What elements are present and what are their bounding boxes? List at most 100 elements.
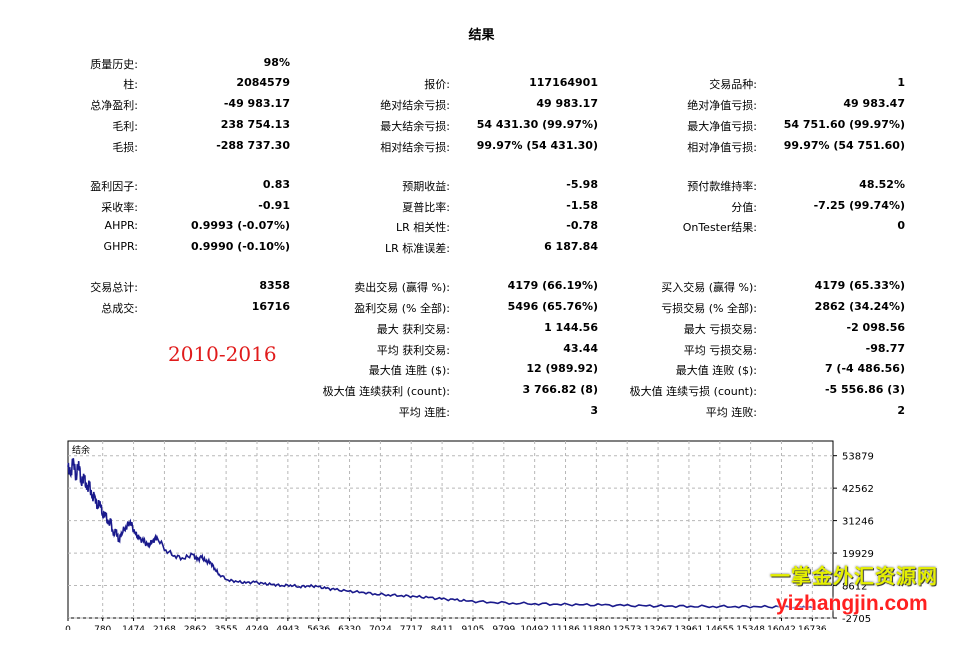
stat-value: 49 983.17 <box>536 97 598 110</box>
stat-value: 0.9993 (-0.07%) <box>190 219 290 232</box>
y-tick-label: 42562 <box>842 484 874 495</box>
stat-value: 0.9990 (-0.10%) <box>190 240 290 253</box>
stat-label: 平均 连败: <box>705 406 757 419</box>
x-tick-label: 780 <box>94 625 111 630</box>
stat-value: 12 (989.92) <box>526 362 598 375</box>
stat-label: 绝对结余亏损: <box>380 99 450 112</box>
stat-value: -1.58 <box>566 199 598 212</box>
stat-label: 平均 连胜: <box>398 406 450 419</box>
x-tick-label: 0 <box>65 625 71 630</box>
balance-chart: 53879 42562 31246 19929 8612 -2705 0 780 1474 216… <box>65 440 874 630</box>
x-tick-label: 11880 <box>582 625 611 630</box>
stat-label: AHPR: <box>104 219 138 232</box>
stat-value: 238 754.13 <box>220 118 290 131</box>
stat-label: GHPR: <box>103 240 138 253</box>
stat-value: 2862 (34.24%) <box>814 300 905 313</box>
stat-value: 7 (-4 486.56) <box>824 362 905 375</box>
watermark-url: yizhangjin.com <box>776 592 928 615</box>
stat-label: 分值: <box>731 201 757 214</box>
stat-value: 99.97% (54 431.30) <box>476 139 598 152</box>
stat-label: 平均 亏损交易: <box>683 344 757 357</box>
stat-label: 卖出交易 (赢得 %): <box>354 281 450 294</box>
x-tick-label: 9105 <box>462 625 485 630</box>
x-tick-label: 14655 <box>705 625 734 630</box>
stat-label: 买入交易 (赢得 %): <box>661 281 757 294</box>
stat-value: 54 751.60 (99.97%) <box>783 118 905 131</box>
stat-value: 4179 (65.33%) <box>814 279 905 292</box>
stat-value: 1 144.56 <box>544 321 598 334</box>
stat-label: 极大值 连续获利 (count): <box>322 385 450 398</box>
stat-label: 报价: <box>424 78 450 91</box>
stat-label: 最大值 连胜 ($): <box>368 364 450 377</box>
stat-label: 预期收益: <box>402 180 450 193</box>
x-tick-label: 13961 <box>675 625 704 630</box>
x-tick-label: 8411 <box>431 625 454 630</box>
stat-value: 2 <box>897 404 905 417</box>
date-range-label: 2010-2016 <box>168 342 277 366</box>
stat-label: 最大值 连败 ($): <box>675 364 757 377</box>
stat-value: -0.78 <box>566 219 598 232</box>
stat-value: -49 983.17 <box>223 97 290 110</box>
stat-value: 43.44 <box>563 342 598 355</box>
x-tick-label: 6330 <box>338 625 361 630</box>
stat-value: 0 <box>897 219 905 232</box>
chart-legend: 结余 <box>72 444 90 456</box>
x-tick-label: 15348 <box>736 625 765 630</box>
plot-area <box>67 440 834 619</box>
stat-label: 总净盈利: <box>90 99 138 112</box>
stat-value: 16716 <box>251 300 290 313</box>
x-tick-label: 7024 <box>369 625 392 630</box>
stat-label: 最大结余亏损: <box>380 120 450 133</box>
stat-value: -98.77 <box>865 342 905 355</box>
stat-value: -2 098.56 <box>846 321 906 334</box>
stat-label: 采收率: <box>101 201 138 214</box>
x-tick-label: 5636 <box>307 625 330 630</box>
stat-label: LR 相关性: <box>396 221 450 234</box>
stat-label: 交易品种: <box>709 78 757 91</box>
stat-value: -5 556.86 (3) <box>824 383 905 396</box>
stat-value: -0.91 <box>258 199 290 212</box>
balance-line <box>67 458 813 610</box>
stat-value: 49 983.47 <box>843 97 905 110</box>
stat-value: 4179 (66.19%) <box>507 279 598 292</box>
x-tick-label: 1474 <box>122 625 145 630</box>
stat-label: 夏普比率: <box>402 201 450 214</box>
stat-value: 1 <box>897 76 905 89</box>
x-tick-label: 4249 <box>246 625 269 630</box>
stat-value: 54 431.30 (99.97%) <box>476 118 598 131</box>
stat-label: 预付款维持率: <box>687 180 757 193</box>
stat-value: 117164901 <box>529 76 598 89</box>
x-tick-label: 13267 <box>644 625 673 630</box>
x-tick-label: 7717 <box>400 625 423 630</box>
x-tick-label: 12573 <box>613 625 642 630</box>
stat-label: 亏损交易 (% 全部): <box>661 302 757 315</box>
stat-label: 最大 亏损交易: <box>683 323 757 336</box>
stat-label: 相对结余亏损: <box>380 141 450 154</box>
stat-label: 最大 获利交易: <box>376 323 450 336</box>
stat-label: 毛利: <box>112 120 138 133</box>
stat-label: 盈利因子: <box>90 180 138 193</box>
report-title: 结果 <box>468 28 495 43</box>
stat-value: -7.25 (99.74%) <box>813 199 905 212</box>
y-tick-label: 19929 <box>842 549 874 560</box>
stat-label: LR 标准误差: <box>385 242 450 255</box>
stat-value: 8358 <box>259 279 290 292</box>
stat-value: 2084579 <box>236 76 290 89</box>
x-tick-label: 16736 <box>798 625 827 630</box>
x-tick-label: 16042 <box>767 625 796 630</box>
stat-label: 毛损: <box>112 141 138 154</box>
watermark-cn: 一掌金外汇资源网 <box>770 564 938 588</box>
stat-label: 交易总计: <box>90 281 138 294</box>
stat-label: OnTester结果: <box>682 221 757 234</box>
stat-label: 相对净值亏损: <box>687 141 757 154</box>
stat-value: 99.97% (54 751.60) <box>783 139 905 152</box>
stat-value: -5.98 <box>566 178 598 191</box>
stat-label: 总成交: <box>101 302 138 315</box>
stat-label: 极大值 连续亏损 (count): <box>629 385 757 398</box>
y-tick-label: -2705 <box>842 614 871 625</box>
stat-label: 绝对净值亏损: <box>687 99 757 112</box>
stat-value: 0.83 <box>262 178 290 191</box>
stat-label: 平均 获利交易: <box>376 344 450 357</box>
x-tick-label: 2862 <box>184 625 207 630</box>
stat-value: 98% <box>263 56 290 69</box>
